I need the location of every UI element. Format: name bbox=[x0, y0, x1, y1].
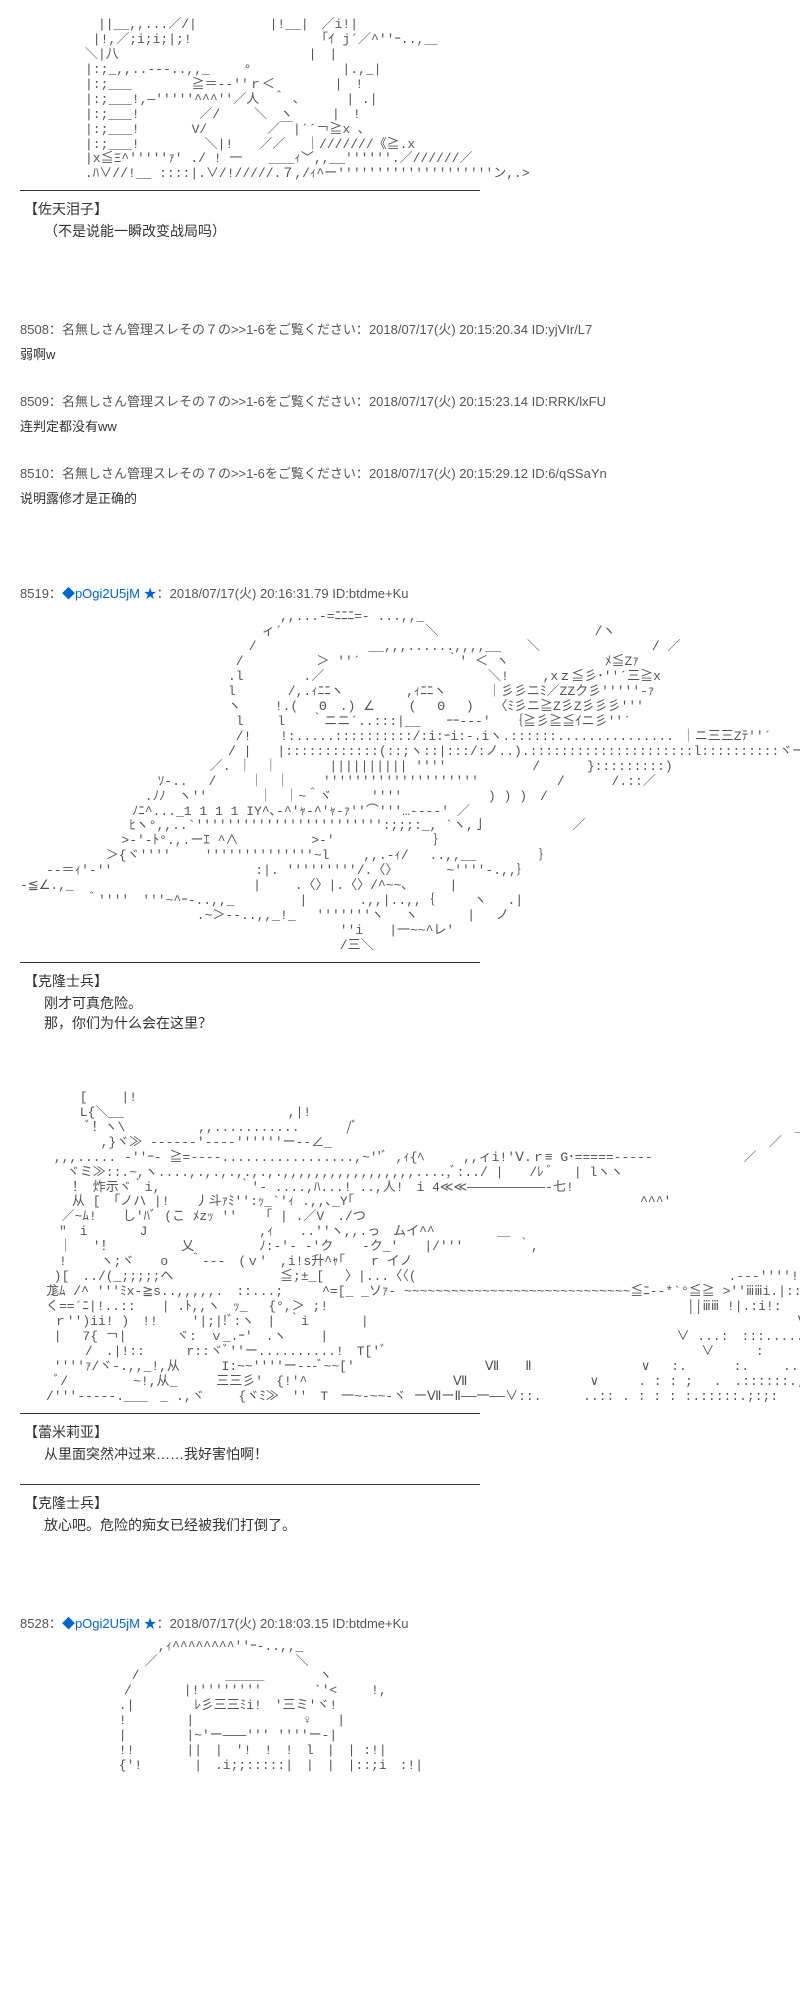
post-name: 名無しさん管理スレその７の>>1-6をご覧ください bbox=[62, 466, 356, 481]
post-block: 8510：名無しさん管理スレその７の>>1-6をご覧ください：2018/07/1… bbox=[20, 463, 780, 507]
post-id: ID:btdme+Ku bbox=[332, 1616, 408, 1631]
post-block: 8509：名無しさん管理スレその７の>>1-6をご覧ください：2018/07/1… bbox=[20, 391, 780, 435]
dialogue-text: 从里面突然冲过来……我好害怕啊！ bbox=[44, 1444, 780, 1464]
post-header: 8510：名無しさん管理スレその７の>>1-6をご覧ください：2018/07/1… bbox=[20, 463, 780, 482]
post-header: 8528：◆pOgi2U5jM ★：2018/07/17(火) 20:18:03… bbox=[20, 1613, 780, 1632]
post-name: 名無しさん管理スレその７の>>1-6をご覧ください bbox=[62, 394, 356, 409]
speaker-label: 【克隆士兵】 bbox=[24, 971, 780, 991]
post-header: 8519：◆pOgi2U5jM ★：2018/07/17(火) 20:16:31… bbox=[20, 583, 780, 602]
dialogue-text: 放心吧。危险的痴女已经被我们打倒了。 bbox=[44, 1515, 780, 1535]
post-id: ID:yjVIr/L7 bbox=[532, 322, 593, 337]
divider bbox=[20, 190, 480, 191]
trip-link[interactable]: ◆pOgi2U5jM bbox=[62, 586, 140, 601]
post-header: 8508：名無しさん管理スレその７の>>1-6をご覧ください：2018/07/1… bbox=[20, 319, 780, 338]
post-name: 名無しさん管理スレその７の>>1-6をご覧ください bbox=[62, 322, 356, 337]
post-no: 8510 bbox=[20, 466, 49, 481]
post-id: ID:btdme+Ku bbox=[332, 586, 408, 601]
post-no: 8509 bbox=[20, 394, 49, 409]
star-icon: ★ bbox=[144, 1616, 157, 1631]
ascii-art-clone: ,,...-=ﾆﾆﾆ=- ...,,_ ィ´ ＼ /ヽ / __,,,.....… bbox=[20, 610, 780, 954]
post-date: 2018/07/17(火) 20:18:03.15 bbox=[170, 1616, 329, 1631]
post-id: ID:RRK/lxFU bbox=[532, 394, 606, 409]
speaker-label: 【克隆士兵】 bbox=[24, 1493, 780, 1513]
post-date: 2018/07/17(火) 20:15:23.14 bbox=[369, 394, 528, 409]
ascii-art-remilia: [ |! L{＼__ ,|! ﾞ！ヽ\ ,,........... /ﾞ ＿ﾐ … bbox=[20, 1091, 780, 1405]
post-body: 连判定都没有ww bbox=[20, 416, 780, 435]
post-date: 2018/07/17(火) 20:15:20.34 bbox=[369, 322, 528, 337]
post-id: ID:6/qSSaYn bbox=[532, 466, 607, 481]
post-body: 说明露修才是正确的 bbox=[20, 488, 780, 507]
ascii-art-saten: ||__,,...／/| |!__| ／i!| |!,／;i;i;|;! ｢ｲ … bbox=[20, 18, 780, 182]
divider bbox=[20, 1413, 480, 1414]
post-no: 8528 bbox=[20, 1616, 49, 1631]
post-date: 2018/07/17(火) 20:16:31.79 bbox=[170, 586, 329, 601]
dialogue-line: 那，你们为什么会在这里？ bbox=[44, 1013, 780, 1033]
trip-link[interactable]: ◆pOgi2U5jM bbox=[62, 1616, 140, 1631]
post-header: 8509：名無しさん管理スレその７の>>1-6をご覧ください：2018/07/1… bbox=[20, 391, 780, 410]
divider bbox=[20, 1484, 480, 1485]
divider bbox=[20, 962, 480, 963]
dialogue-line: 刚才可真危险。 bbox=[44, 993, 780, 1013]
dialogue-text: 刚才可真危险。 那，你们为什么会在这里？ bbox=[44, 993, 780, 1033]
post-date: 2018/07/17(火) 20:15:29.12 bbox=[369, 466, 528, 481]
post-body: 弱啊w bbox=[20, 344, 780, 363]
post-block: 8508：名無しさん管理スレその７の>>1-6をご覧ください：2018/07/1… bbox=[20, 319, 780, 363]
dialogue-text: （不是说能一瞬改变战局吗） bbox=[44, 221, 780, 241]
post-no: 8519 bbox=[20, 586, 49, 601]
speaker-label: 【蕾米莉亚】 bbox=[24, 1422, 780, 1442]
ascii-art-bottom: ,ｨ^^^^^^^^''ｰ-..,,_ ／ ＼ / ＿＿＿ ヽ / |!''''… bbox=[20, 1640, 780, 1774]
speaker-label: 【佐天泪子】 bbox=[24, 199, 780, 219]
post-no: 8508 bbox=[20, 322, 49, 337]
star-icon: ★ bbox=[144, 586, 157, 601]
